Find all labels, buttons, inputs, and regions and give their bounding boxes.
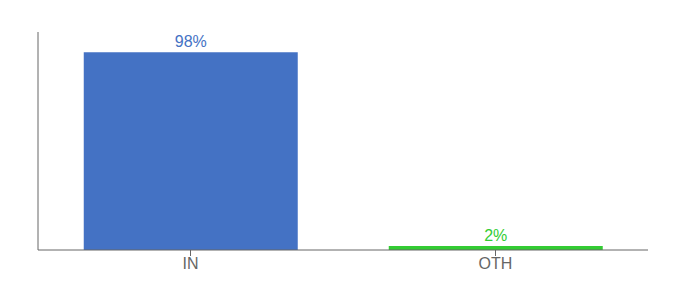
svg-text:98%: 98% xyxy=(175,33,207,50)
svg-text:2%: 2% xyxy=(484,227,507,244)
svg-text:IN: IN xyxy=(183,255,199,272)
svg-text:OTH: OTH xyxy=(479,255,513,272)
